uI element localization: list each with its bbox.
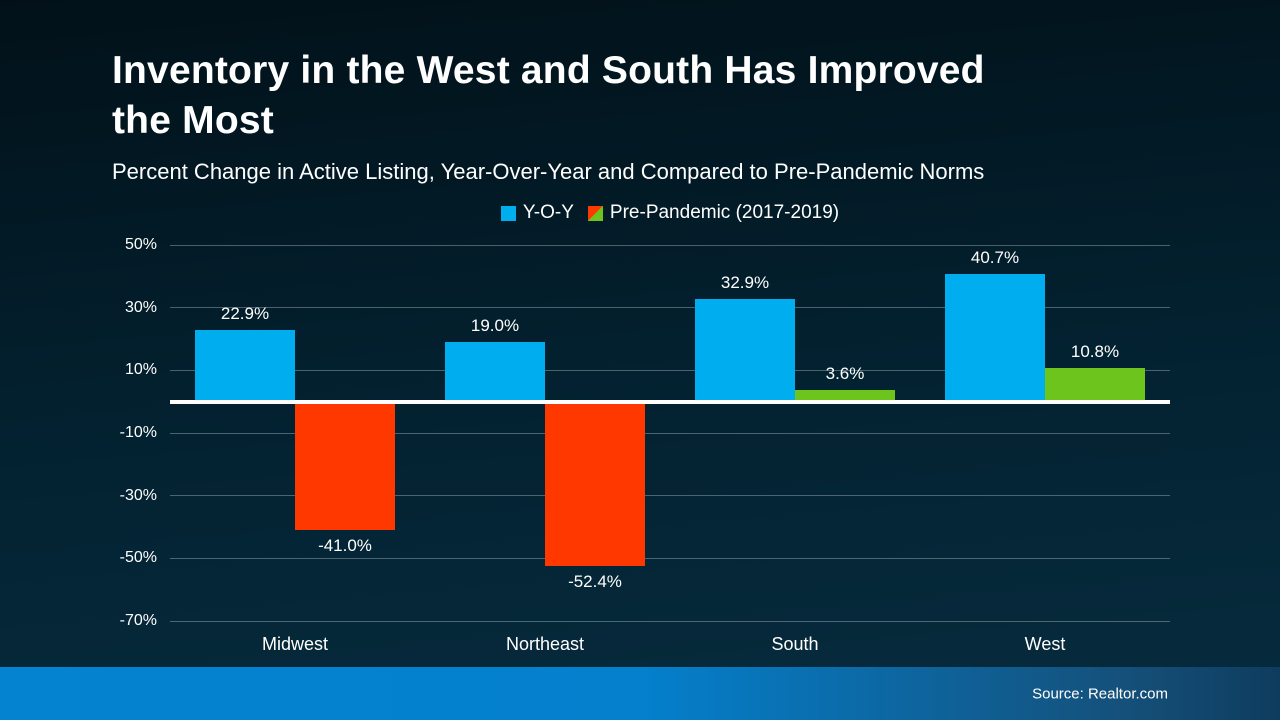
chart-subtitle: Percent Change in Active Listing, Year-O… — [112, 159, 985, 184]
gridline-50 — [170, 244, 1170, 246]
gridline-70 — [170, 620, 1170, 622]
zero-axis-line — [170, 399, 1170, 404]
bar-y-o-y-midwest — [195, 329, 295, 402]
bar-label-pre-pandemic-2017-2019-northeast: -52.4% — [568, 571, 622, 591]
legend-label-prepandemic: Pre-Pandemic (2017-2019) — [609, 202, 840, 223]
legend-label-yoy: Y-O-Y — [522, 202, 574, 223]
source-attribution: Source: Realtor.com — [1032, 685, 1168, 702]
bar-pre-pandemic-2017-2019-south — [795, 390, 895, 402]
legend-swatch-yoy-icon — [500, 205, 516, 221]
x-axis-label-south: South — [771, 634, 819, 654]
footer-band: Source: Realtor.com — [0, 667, 1280, 720]
bar-label-y-o-y-west: 40.7% — [970, 248, 1020, 268]
page-title: Inventory in the West and South Has Impr… — [112, 46, 985, 146]
gridline-30 — [170, 307, 1170, 309]
bar-label-pre-pandemic-2017-2019-midwest: -41.0% — [318, 536, 372, 556]
x-axis-label-northeast: Northeast — [505, 634, 585, 654]
page-title-line-2: the Most — [112, 99, 274, 142]
y-tick-label-70: -70% — [119, 612, 157, 629]
bar-label-y-o-y-south: 32.9% — [720, 272, 770, 292]
y-tick-label-30: -30% — [119, 486, 157, 504]
chart-plot-area: 50% 30% 10% -10% -30% -50% -70% 22.9% -41.0% Midw… — [120, 236, 1170, 654]
y-tick-label-10: -10% — [119, 424, 157, 441]
gridline-30 — [170, 495, 1170, 497]
bar-label-y-o-y-midwest: 22.9% — [220, 303, 270, 323]
page-title-line-1: Inventory in the West and South Has Impr… — [112, 49, 985, 92]
x-axis-label-midwest: Midwest — [261, 634, 328, 654]
bar-y-o-y-northeast — [445, 342, 545, 402]
bar-pre-pandemic-2017-2019-midwest — [295, 401, 395, 531]
chart-legend: Y-O-Y Pre-Pandemic (2017-2019) — [170, 201, 1170, 225]
bar-label-y-o-y-northeast: 19.0% — [470, 316, 520, 336]
bar-pre-pandemic-2017-2019-northeast — [545, 401, 645, 566]
gridline-10 — [170, 369, 1170, 371]
gridline-10 — [170, 432, 1170, 434]
bar-label-pre-pandemic-2017-2019-west: 10.8% — [1070, 341, 1120, 361]
legend-swatch-prepandemic-icon — [587, 205, 603, 221]
y-tick-label-10: 10% — [124, 361, 157, 379]
legend-item-prepandemic: Pre-Pandemic (2017-2019) — [587, 202, 840, 224]
y-tick-label-50: 50% — [124, 236, 157, 253]
bar-label-pre-pandemic-2017-2019-south: 3.6% — [825, 364, 865, 384]
y-tick-label-30: 30% — [124, 298, 157, 316]
bar-y-o-y-south — [695, 298, 795, 402]
x-axis-label-west: West — [1024, 634, 1066, 654]
bar-pre-pandemic-2017-2019-west — [1045, 367, 1145, 402]
legend-item-yoy: Y-O-Y — [500, 202, 574, 224]
bar-y-o-y-west — [945, 274, 1045, 402]
y-tick-label-50: -50% — [119, 549, 157, 567]
gridline-50 — [170, 557, 1170, 559]
